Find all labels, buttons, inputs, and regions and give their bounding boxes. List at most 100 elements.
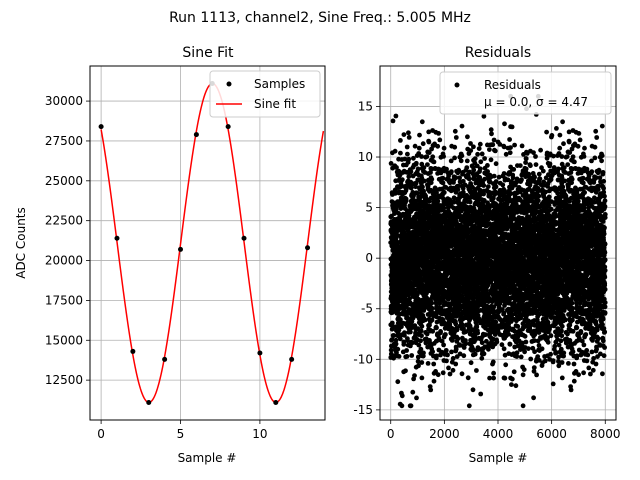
residual-point xyxy=(425,162,430,168)
residual-point xyxy=(459,153,465,159)
residual-point xyxy=(421,165,427,171)
residual-point xyxy=(435,143,441,149)
residual-point xyxy=(477,141,483,147)
residual-point xyxy=(515,324,521,329)
residual-point xyxy=(488,127,494,133)
sine-fit-ytick-label: 27500 xyxy=(45,134,83,148)
residual-point xyxy=(460,178,466,184)
residual-point xyxy=(475,330,481,336)
residual-point xyxy=(399,324,404,330)
residual-point xyxy=(453,346,459,352)
residual-point xyxy=(471,167,477,173)
residual-point xyxy=(455,183,461,189)
residual-point xyxy=(431,361,437,367)
residual-point xyxy=(426,150,432,156)
residual-point xyxy=(416,145,422,151)
sample-point xyxy=(114,235,120,241)
residual-point xyxy=(408,329,413,335)
residual-point xyxy=(465,134,470,140)
residual-point xyxy=(454,327,460,333)
residual-point xyxy=(471,144,476,150)
residual-point xyxy=(412,143,418,149)
residual-point xyxy=(477,166,483,172)
residual-point xyxy=(420,184,425,190)
residual-point xyxy=(435,198,441,204)
residual-point xyxy=(455,336,461,342)
residual-point xyxy=(475,151,480,157)
residual-point xyxy=(457,351,463,357)
residual-point xyxy=(420,141,426,147)
residual-point xyxy=(466,176,472,182)
residual-point xyxy=(488,157,494,163)
residual-point xyxy=(500,182,506,188)
sine-fit-ytick-label: 12500 xyxy=(45,373,83,387)
residual-point xyxy=(428,170,433,175)
residual-point xyxy=(415,354,421,360)
residual-point xyxy=(436,335,442,341)
residual-point xyxy=(422,317,428,323)
residual-point xyxy=(430,349,435,355)
residual-point xyxy=(431,159,437,165)
residual-point xyxy=(397,336,403,342)
sine-fit-samples-group xyxy=(98,81,311,405)
residual-point xyxy=(393,337,399,343)
sine-fit-ylabel: ADC Counts xyxy=(14,207,28,279)
residual-point xyxy=(481,113,487,119)
residual-point xyxy=(452,128,458,134)
residual-point xyxy=(439,338,445,344)
residual-point xyxy=(435,372,441,378)
residual-point xyxy=(429,305,435,311)
sine-fit-title: Sine Fit xyxy=(182,45,234,61)
residual-point xyxy=(472,156,478,162)
residual-point xyxy=(398,150,403,156)
residual-point xyxy=(398,138,403,143)
residuals-panel: Residuals 0 2000 4000 6000 8000-15-10-505101… xyxy=(353,45,620,465)
residual-point xyxy=(441,342,446,348)
residual-point xyxy=(509,124,515,130)
residual-point xyxy=(417,132,422,138)
sine-fit-line xyxy=(100,82,325,404)
residual-point xyxy=(416,151,422,156)
residual-point xyxy=(419,154,424,159)
residual-point xyxy=(401,339,407,345)
residual-point xyxy=(419,119,425,125)
residual-point xyxy=(396,168,402,174)
residual-point xyxy=(494,339,500,345)
residual-point xyxy=(392,148,398,154)
residual-point xyxy=(406,135,412,140)
residual-point xyxy=(389,320,395,326)
residual-point xyxy=(396,354,402,359)
sample-point xyxy=(178,246,184,252)
residual-point xyxy=(410,389,416,395)
residual-point xyxy=(444,358,449,364)
sine-fit-gridlines xyxy=(90,66,325,420)
residual-point xyxy=(426,129,432,135)
residual-point xyxy=(449,349,454,355)
residual-point xyxy=(416,342,422,348)
residual-point xyxy=(502,121,507,127)
residual-point xyxy=(412,373,417,378)
residual-point xyxy=(441,205,447,211)
residual-point xyxy=(464,158,470,164)
residual-point xyxy=(485,163,490,168)
residual-point xyxy=(414,190,420,196)
residual-point xyxy=(405,338,410,344)
residual-point xyxy=(436,131,441,136)
sample-point xyxy=(162,356,168,362)
residual-point xyxy=(429,176,435,182)
sine-fit-ytick-label: 22500 xyxy=(45,214,83,228)
figure-suptitle: Run 1113, channel2, Sine Freq.: 5.005 MH… xyxy=(169,10,471,26)
residual-point xyxy=(433,369,438,374)
residual-point xyxy=(455,187,461,193)
residual-point xyxy=(483,332,488,338)
residual-point xyxy=(399,177,405,183)
residual-point xyxy=(501,346,507,352)
residual-point xyxy=(415,166,421,172)
residual-point xyxy=(452,144,458,150)
residual-point xyxy=(459,371,465,377)
residual-point xyxy=(393,113,399,119)
residual-point xyxy=(434,325,439,331)
residual-point xyxy=(437,300,443,306)
residual-point xyxy=(430,328,436,334)
residual-point xyxy=(491,173,497,179)
